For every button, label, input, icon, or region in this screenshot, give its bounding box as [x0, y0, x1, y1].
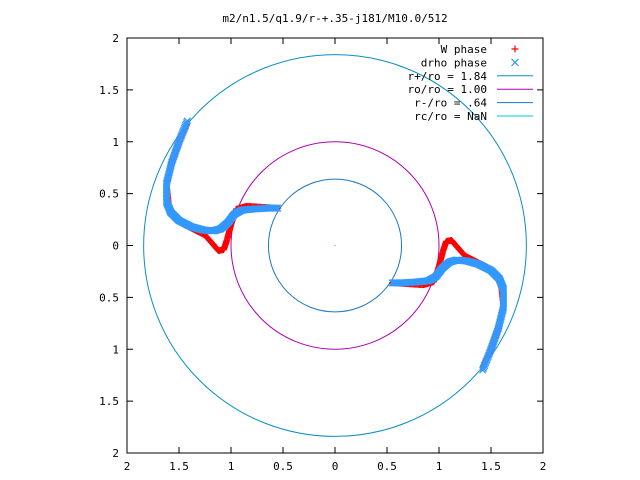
x-tick-label: 1.5	[481, 460, 501, 473]
legend-marker-sample	[511, 45, 519, 53]
y-tick-label: 2	[112, 447, 119, 460]
x-tick-label: 2	[124, 460, 131, 473]
point-drho-phase	[388, 279, 396, 287]
y-tick-label: 1	[112, 343, 119, 356]
circle-r-ro	[267, 178, 403, 313]
x-tick-label: 0.5	[273, 460, 293, 473]
y-tick-label: 2	[112, 32, 119, 45]
legend-label: r+/ro = 1.84	[408, 70, 488, 83]
x-tick-label: 2	[540, 460, 547, 473]
y-tick-label: 0	[112, 240, 119, 253]
y-tick-label: 1	[112, 136, 119, 149]
y-tick-label: 0.5	[99, 188, 119, 201]
data-points	[162, 117, 508, 374]
x-tick-label: 1	[228, 460, 235, 473]
center-point	[334, 244, 336, 247]
circle-r+ro	[143, 54, 527, 437]
y-tick-label: 1.5	[99, 395, 119, 408]
legend-label: r-/ro = .64	[414, 97, 487, 110]
legend-label: W phase	[441, 43, 487, 56]
x-tick-label: 1.5	[169, 460, 189, 473]
legend-label: ro/ro = 1.00	[408, 83, 487, 96]
y-tick-label: 1.5	[99, 84, 119, 97]
reference-circles	[143, 54, 527, 437]
x-tick-label: 0	[332, 460, 339, 473]
point-drho-phase	[274, 204, 282, 212]
legend-label: drho phase	[421, 56, 487, 69]
y-tick-label: 0.5	[99, 291, 119, 304]
legend-label: rc/ro = NaN	[414, 110, 487, 123]
x-tick-label: 1	[436, 460, 443, 473]
chart-title: m2/n1.5/q1.9/r-+.35-j181/M10.0/512	[222, 12, 447, 25]
x-tick-label: 0.5	[377, 460, 397, 473]
chart-axes: 2 1.5 1 0.5 0 0.5 1 1.5 221.510.500.511.52	[99, 32, 546, 473]
legend-marker-sample	[511, 58, 519, 67]
circle-roro	[230, 141, 440, 350]
